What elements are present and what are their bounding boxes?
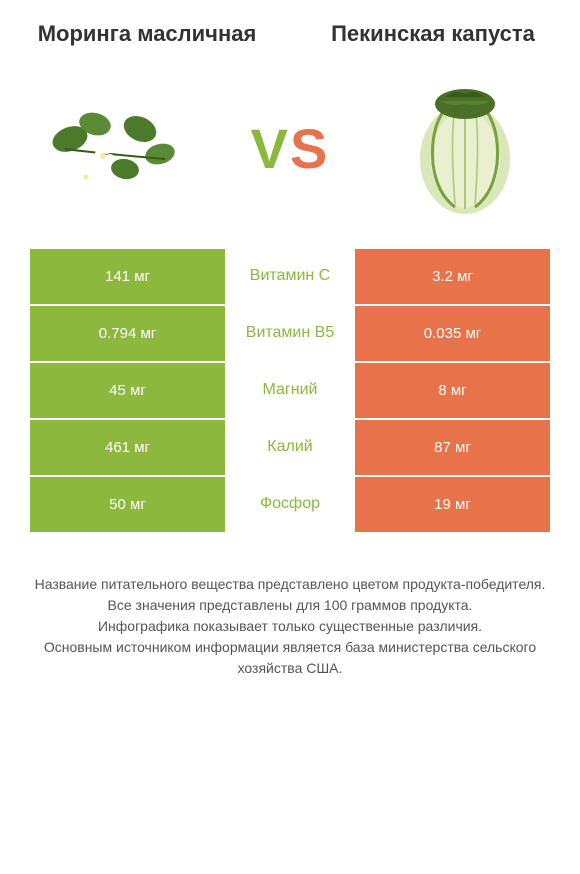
- cell-right-value: 8 мг: [355, 363, 550, 418]
- cell-right-value: 3.2 мг: [355, 249, 550, 304]
- table-row: 0.794 мгВитамин B50.035 мг: [30, 306, 550, 361]
- cell-right-value: 19 мг: [355, 477, 550, 532]
- cell-left-value: 45 мг: [30, 363, 225, 418]
- cell-left-value: 141 мг: [30, 249, 225, 304]
- moringa-image: [40, 74, 190, 224]
- cell-right-value: 0.035 мг: [355, 306, 550, 361]
- cell-left-value: 0.794 мг: [30, 306, 225, 361]
- header-titles: Моринга масличная Пекинская капуста: [0, 0, 580, 59]
- cell-left-value: 50 мг: [30, 477, 225, 532]
- table-row: 461 мгКалий87 мг: [30, 420, 550, 475]
- cell-nutrient-name: Калий: [225, 420, 355, 475]
- left-product-title: Моринга масличная: [30, 20, 264, 49]
- table-row: 50 мгФосфор19 мг: [30, 477, 550, 532]
- table-row: 45 мгМагний8 мг: [30, 363, 550, 418]
- footer-line-4: Основным источником информации является …: [30, 637, 550, 679]
- vs-s-letter: S: [290, 117, 329, 180]
- table-row: 141 мгВитамин C3.2 мг: [30, 249, 550, 304]
- footer-notes: Название питательного вещества представл…: [0, 534, 580, 699]
- cell-nutrient-name: Магний: [225, 363, 355, 418]
- moringa-icon: [45, 99, 185, 199]
- comparison-table: 141 мгВитамин C3.2 мг0.794 мгВитамин B50…: [0, 249, 580, 534]
- cell-nutrient-name: Фосфор: [225, 477, 355, 532]
- vs-v-letter: V: [251, 117, 290, 180]
- images-row: VS: [0, 59, 580, 249]
- footer-line-3: Инфографика показывает только существенн…: [30, 616, 550, 637]
- cell-nutrient-name: Витамин C: [225, 249, 355, 304]
- right-product-title: Пекинская капуста: [316, 20, 550, 49]
- cell-right-value: 87 мг: [355, 420, 550, 475]
- footer-line-2: Все значения представлены для 100 граммо…: [30, 595, 550, 616]
- cabbage-icon: [405, 79, 525, 219]
- cell-left-value: 461 мг: [30, 420, 225, 475]
- vs-label: VS: [251, 116, 330, 181]
- footer-line-1: Название питательного вещества представл…: [30, 574, 550, 595]
- cell-nutrient-name: Витамин B5: [225, 306, 355, 361]
- cabbage-image: [390, 74, 540, 224]
